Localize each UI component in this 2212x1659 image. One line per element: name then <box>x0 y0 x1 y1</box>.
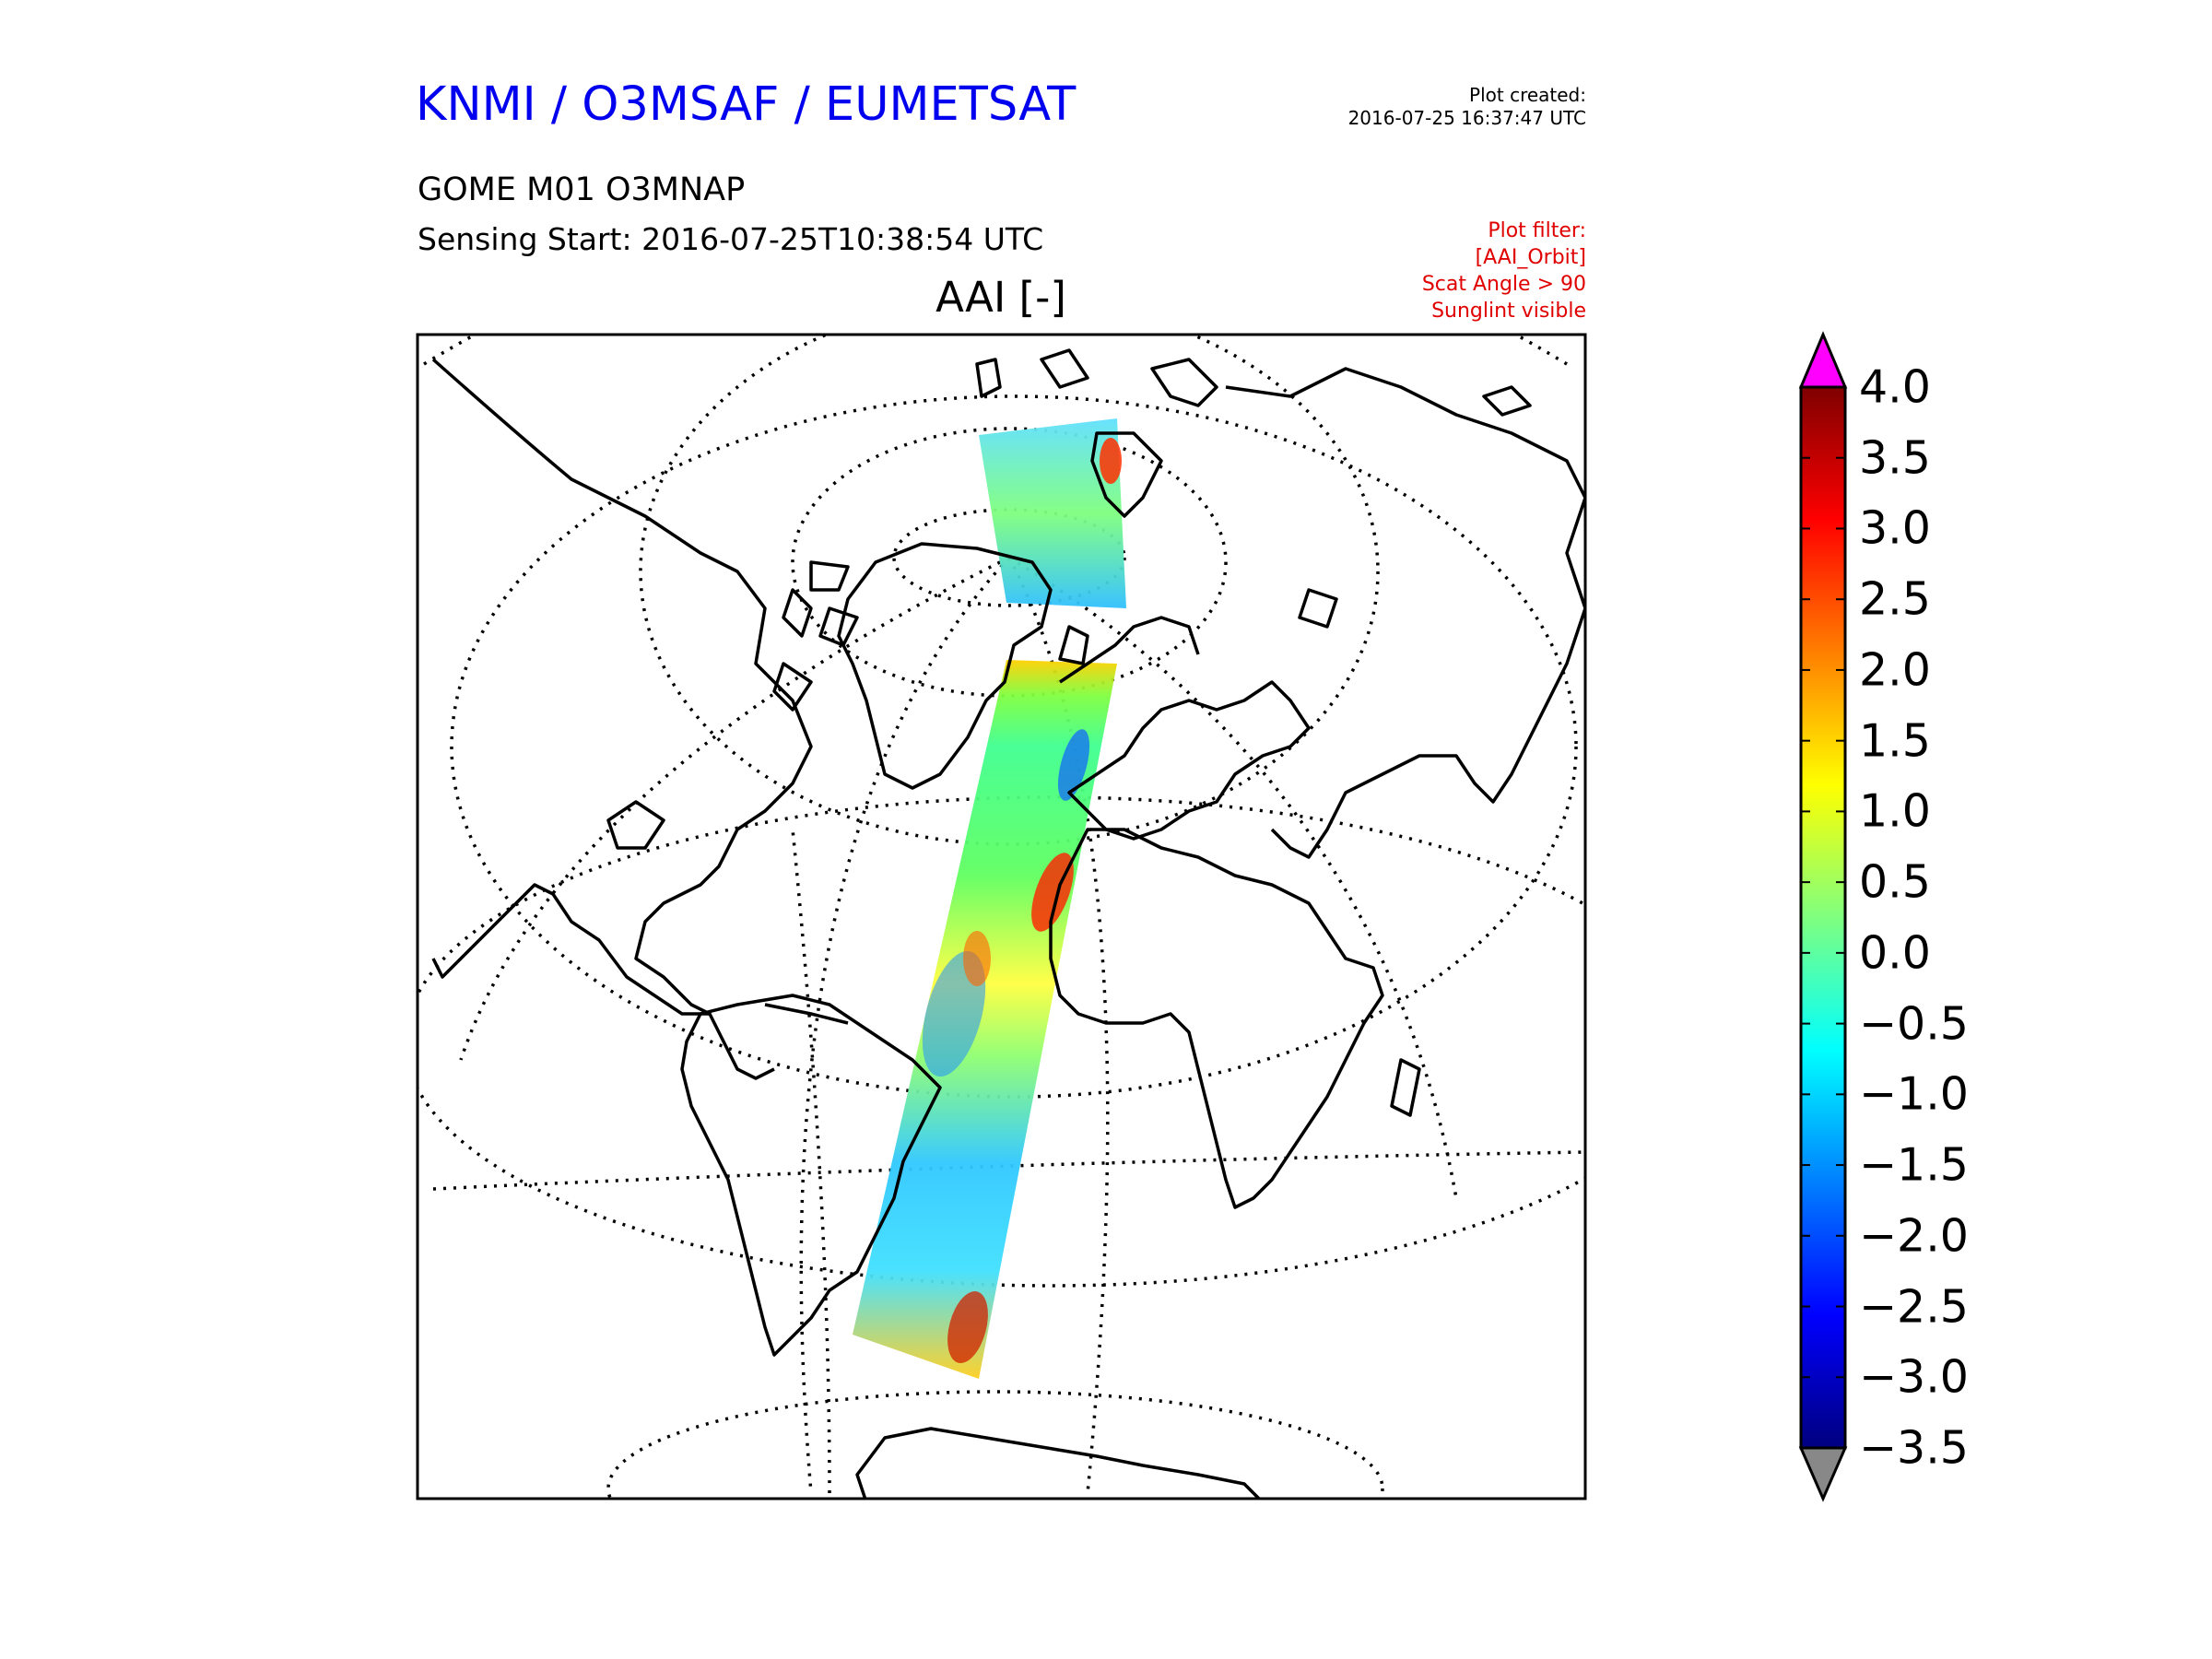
colorbar-tick-label: −2.5 <box>1859 1280 1969 1334</box>
aai-swath <box>853 418 1126 1379</box>
swath-main-segment <box>853 660 1117 1379</box>
plot-filter: Plot filter: [AAI_Orbit] Scat Angle > 90… <box>1422 218 1586 324</box>
colorbar-tick-label: 2.0 <box>1859 643 1931 697</box>
colorbar-tick-label: −3.0 <box>1859 1350 1969 1404</box>
plot-filter-line: Plot filter: <box>1488 219 1586 242</box>
colorbar <box>1798 331 1848 1502</box>
coast-greenland <box>837 542 1053 790</box>
map-area <box>418 335 1585 1499</box>
colorbar-tick-label: 4.0 <box>1859 360 1931 414</box>
plot-created-label: Plot created: <box>1469 84 1586 106</box>
organization-title: KNMI / O3MSAF / EUMETSAT <box>416 77 1077 132</box>
colorbar-tick-label: 1.5 <box>1859 714 1931 768</box>
colorbar-tick-label: −0.5 <box>1859 997 1969 1051</box>
colorbar-over-triangle <box>1798 331 1848 389</box>
product-name: GOME M01 O3MNAP <box>418 171 746 208</box>
colorbar-tick-label: −1.0 <box>1859 1067 1969 1121</box>
sensing-start: Sensing Start: 2016-07-25T10:38:54 UTC <box>418 221 1044 257</box>
map-frame <box>416 333 1587 1500</box>
graticule <box>418 335 1585 1499</box>
plot-filter-line: Sunglint visible <box>1431 300 1586 323</box>
coastlines <box>431 348 1585 1499</box>
colorbar-tick-label: −3.5 <box>1859 1421 1969 1475</box>
colorbar-tick-label: 0.5 <box>1859 855 1931 909</box>
colorbar-tick-label: −1.5 <box>1859 1138 1969 1192</box>
swath-northern-segment <box>979 418 1126 608</box>
plot-created: Plot created: 2016-07-25 16:37:47 UTC <box>1348 84 1586 130</box>
colorbar-under-triangle <box>1798 1446 1848 1502</box>
colorbar-tick-label: 2.5 <box>1859 572 1931 626</box>
plot-filter-line: [AAI_Orbit] <box>1475 246 1586 269</box>
coast-asia <box>1225 367 1585 859</box>
colorbar-tick-label: 3.0 <box>1859 501 1931 555</box>
colorbar-tick-label: 3.5 <box>1859 431 1931 485</box>
colorbar-tick-label: 1.0 <box>1859 784 1931 838</box>
coast-europe <box>1067 680 1311 841</box>
colorbar-tick-label: −2.0 <box>1859 1209 1969 1263</box>
colorbar-gradient <box>1799 385 1847 1450</box>
plot-filter-line: Scat Angle > 90 <box>1421 273 1586 296</box>
coast-africa <box>1049 828 1384 1209</box>
plot-created-time: 2016-07-25 16:37:47 UTC <box>1347 107 1586 129</box>
coast-antarctica <box>855 1427 1262 1499</box>
colorbar-tick-label: 0.0 <box>1859 926 1931 980</box>
coast-south-america <box>680 994 942 1357</box>
colorbar-tick-marks <box>1801 386 1845 1449</box>
coast-north-america <box>431 358 813 1016</box>
map-title: AAI [-] <box>935 273 1066 322</box>
